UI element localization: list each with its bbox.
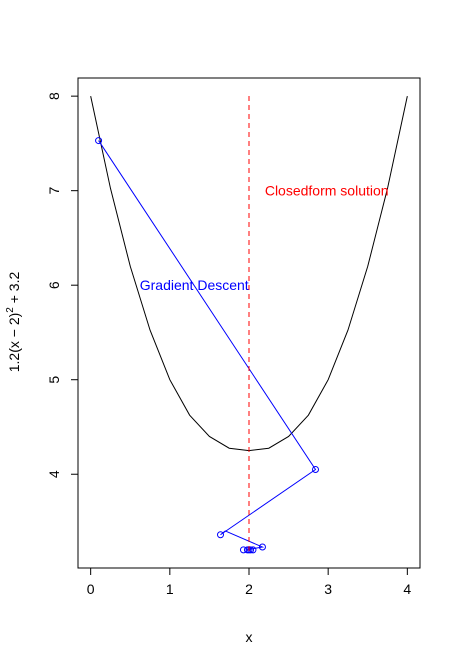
iterate-point <box>312 466 319 474</box>
y-axis-label-base: 1.2(x − 2) <box>6 313 22 373</box>
y-tick-label: 5 <box>46 376 62 384</box>
y-tick-label: 8 <box>46 92 62 100</box>
x-axis-label: x <box>246 629 253 645</box>
y-axis-label: 1.2(x − 2)2 + 3.2 <box>5 272 22 373</box>
annotation-closedform-solution: Closedform solution <box>265 183 389 199</box>
x-tick-label: 3 <box>324 581 332 597</box>
iterate-point <box>217 531 224 539</box>
iterate-point <box>95 137 103 145</box>
y-axis-label-tail: + 3.2 <box>6 272 22 308</box>
y-tick-label: 4 <box>46 470 62 478</box>
y-tick-label: 6 <box>46 281 62 289</box>
plot-area <box>90 96 408 554</box>
y-axis-label-exponent: 2 <box>5 307 16 313</box>
gradient-descent-path <box>98 140 317 551</box>
x-tick-label: 1 <box>166 581 174 597</box>
x-tick-label: 2 <box>245 581 253 597</box>
x-axis: 0 1 2 3 4 <box>87 567 411 597</box>
y-tick-label: 7 <box>46 187 62 195</box>
x-tick-label: 4 <box>403 581 411 597</box>
iterate-point <box>249 546 257 554</box>
x-tick-label: 0 <box>87 581 95 597</box>
annotation-gradient-descent: Gradient Descent <box>140 277 249 293</box>
iterate-point <box>247 546 255 554</box>
iterate-point <box>258 543 266 551</box>
y-axis: 4 5 6 7 8 <box>46 92 79 478</box>
